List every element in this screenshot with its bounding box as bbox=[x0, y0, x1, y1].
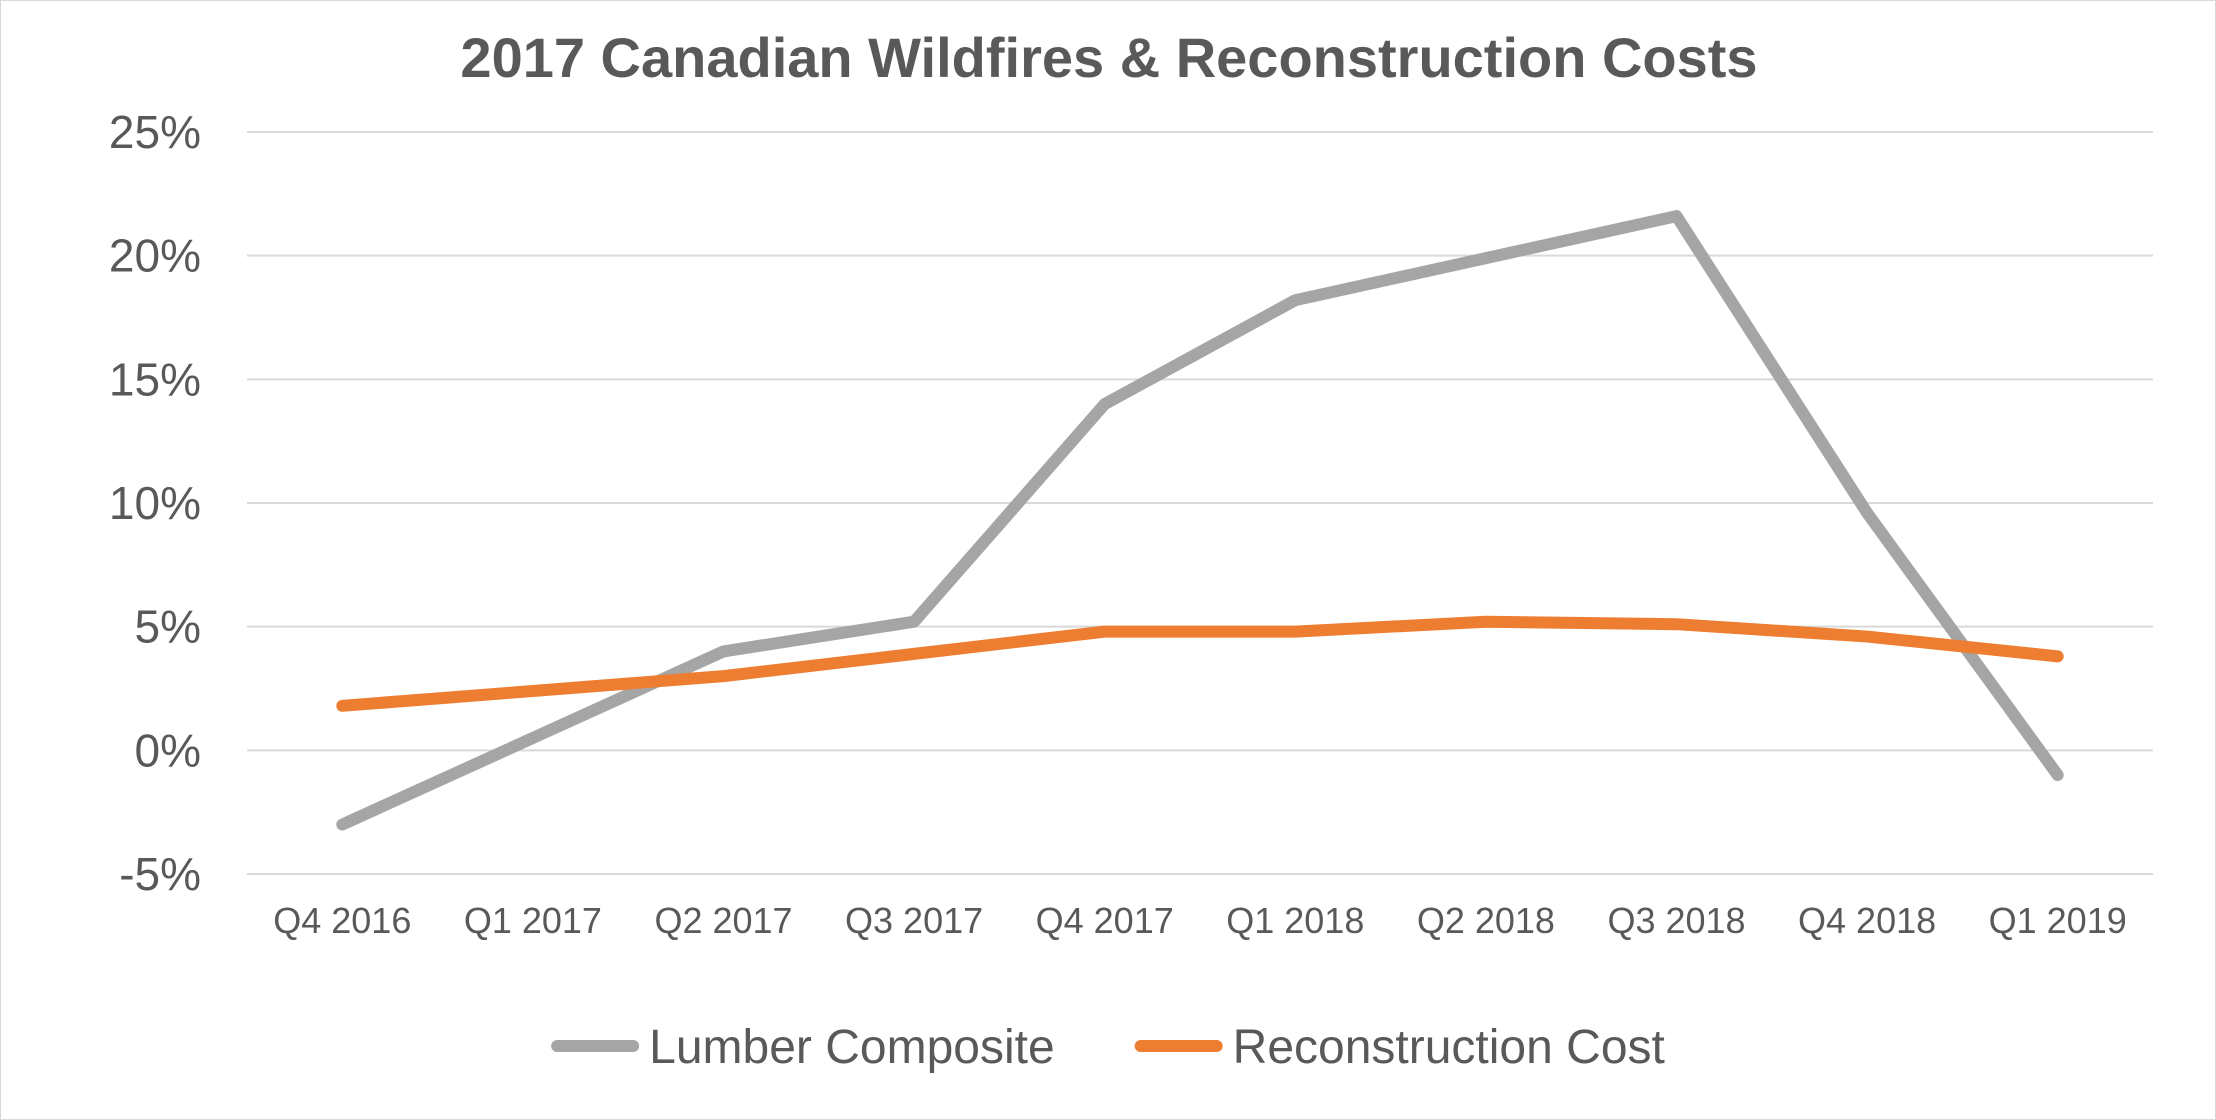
legend-label-reconstruction-cost: Reconstruction Cost bbox=[1233, 1021, 1665, 1074]
x-tick-label: Q2 2018 bbox=[1417, 900, 1555, 941]
x-tick-label: Q1 2019 bbox=[1989, 900, 2127, 941]
y-tick-label: 5% bbox=[135, 601, 201, 653]
legend: Lumber Composite Reconstruction Cost bbox=[551, 1021, 1665, 1074]
series-line-reconstruction-cost bbox=[336, 615, 2064, 712]
y-tick-label: 0% bbox=[135, 724, 201, 776]
x-tick-label: Q4 2016 bbox=[273, 900, 411, 941]
y-tick-label: 20% bbox=[109, 230, 201, 282]
x-tick-label: Q2 2017 bbox=[654, 900, 792, 941]
y-tick-label: 15% bbox=[109, 353, 201, 405]
y-axis-tick-labels: -5% 0% 5% 10% 15% 20% 25% bbox=[109, 106, 201, 900]
chart-title: 2017 Canadian Wildfires & Reconstruction… bbox=[460, 26, 1757, 89]
x-tick-label: Q1 2017 bbox=[464, 900, 602, 941]
x-tick-label: Q4 2018 bbox=[1798, 900, 1936, 941]
x-tick-label: Q3 2018 bbox=[1607, 900, 1745, 941]
x-tick-label: Q1 2018 bbox=[1226, 900, 1364, 941]
series-line-lumber-composite bbox=[336, 210, 2064, 831]
series-lines bbox=[336, 210, 2064, 831]
y-tick-label: -5% bbox=[119, 848, 201, 900]
y-tick-label: 25% bbox=[109, 106, 201, 158]
legend-label-lumber-composite: Lumber Composite bbox=[649, 1021, 1055, 1074]
x-axis-tick-labels: Q4 2016 Q1 2017 Q2 2017 Q3 2017 Q4 2017 Q1 20… bbox=[273, 900, 2127, 941]
x-tick-label: Q4 2017 bbox=[1036, 900, 1174, 941]
y-tick-label: 10% bbox=[109, 477, 201, 529]
x-tick-label: Q3 2017 bbox=[845, 900, 983, 941]
